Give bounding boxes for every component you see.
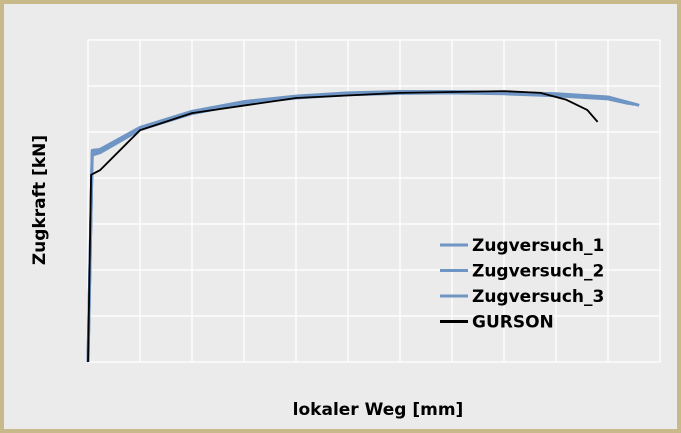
legend-label: Zugversuch_2	[472, 262, 604, 282]
series-line	[87, 90, 599, 363]
legend-label: Zugversuch_1	[472, 236, 604, 256]
x-axis-label: lokaler Weg [mm]	[293, 400, 464, 420]
legend-label: GURSON	[472, 313, 554, 333]
y-axis-label: Zugkraft [kN]	[30, 135, 50, 265]
legend-label: Zugversuch_3	[472, 287, 604, 307]
